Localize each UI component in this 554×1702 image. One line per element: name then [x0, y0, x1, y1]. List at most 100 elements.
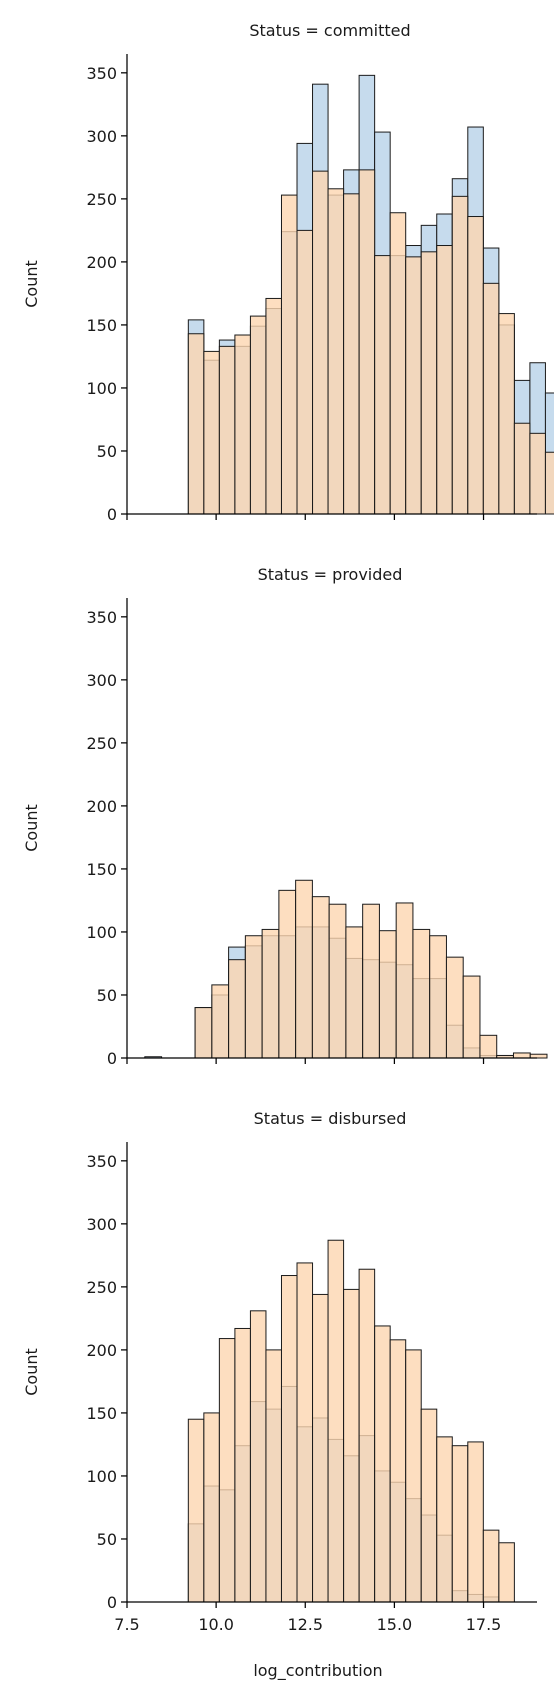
x-tick-label: 10.0 [198, 1615, 234, 1634]
y-tick-label: 100 [86, 923, 117, 942]
y-tick-label: 0 [107, 1593, 117, 1612]
histogram-bar-orange [296, 229, 314, 515]
histogram-bar-orange [187, 1418, 205, 1603]
histogram-bar-orange [445, 956, 464, 1059]
histogram-bar-orange [280, 194, 298, 515]
y-tick-label: 0 [107, 505, 117, 524]
histogram-bar-orange [295, 879, 313, 1059]
histogram-bar-orange [312, 170, 329, 515]
panels-layer: Status = committed 0 50 100 150 200 250 300 350 C… [22, 21, 554, 1634]
y-tick-label: 50 [97, 1530, 117, 1549]
histogram-bar-orange [467, 1441, 484, 1603]
histogram-bar-orange [395, 902, 414, 1059]
histogram-bar-orange [261, 928, 280, 1059]
panel-title: Status = disbursed [254, 1109, 407, 1128]
panel-title: Status = committed [249, 21, 410, 40]
histogram-bar-orange [345, 926, 364, 1059]
y-tick-label: 300 [86, 127, 117, 146]
histogram-bar-orange [512, 1052, 531, 1059]
histogram-bar-orange [498, 313, 515, 515]
histogram-bar-orange [327, 188, 345, 515]
histogram-bar-orange [412, 928, 431, 1059]
histogram-bar-orange [479, 1034, 498, 1059]
histogram-bar-orange [218, 1338, 236, 1603]
histogram-bar-orange [278, 889, 297, 1059]
y-tick-label: 300 [86, 1215, 117, 1234]
histogram-bar-orange [244, 935, 263, 1059]
histogram-bar-orange [358, 169, 376, 515]
y-axis-label: Count [22, 1348, 41, 1396]
histogram-bar-orange [203, 1412, 220, 1603]
histogram-bar-orange [529, 1053, 548, 1059]
y-tick-label: 100 [86, 1467, 117, 1486]
histogram-bar-orange [249, 1310, 267, 1603]
x-tick-label: 17.5 [466, 1615, 502, 1634]
histogram-bar-orange [265, 297, 282, 515]
histogram-bar-orange [482, 1529, 500, 1603]
histogram-bar-orange [187, 333, 205, 515]
histogram-bar-orange [405, 256, 422, 515]
y-tick-label: 50 [97, 442, 117, 461]
y-tick-label: 200 [86, 797, 117, 816]
histogram-bar-orange [374, 255, 391, 515]
histogram-bar-orange [389, 212, 407, 515]
x-tick-label: 12.5 [287, 1615, 323, 1634]
facet-panel-3: Status = disbursed 0 50 100 150 200 250 300 350 C… [22, 1109, 537, 1634]
histogram-bar-orange [265, 1349, 282, 1603]
histogram-bar-orange [280, 1275, 298, 1603]
y-axis-label: Count [22, 804, 41, 852]
histogram-bar-orange [362, 903, 380, 1059]
histogram-bar-orange [420, 1408, 438, 1603]
x-tick-label: 15.0 [377, 1615, 413, 1634]
histogram-bar-orange [312, 1293, 329, 1603]
histogram-bar-orange [343, 1288, 360, 1603]
histogram-bar-orange [544, 451, 554, 515]
histogram-bar-orange [218, 345, 236, 515]
histogram-bar-orange [228, 959, 246, 1059]
y-tick-label: 50 [97, 986, 117, 1005]
histogram-bar-orange [296, 1262, 314, 1603]
x-tick-label: 7.5 [114, 1615, 139, 1634]
y-tick-label: 350 [86, 1152, 117, 1171]
histogram-bar-orange [327, 1239, 345, 1603]
histogram-bar-orange [451, 195, 469, 515]
histogram-bar-orange [203, 350, 220, 515]
y-tick-label: 300 [86, 671, 117, 690]
y-tick-label: 200 [86, 253, 117, 272]
histogram-bar-orange [529, 432, 546, 515]
histogram-bar-orange [467, 216, 484, 515]
histogram-bar-orange [513, 422, 531, 515]
histogram-bar-orange [358, 1268, 376, 1603]
histogram-bar-orange [234, 334, 251, 515]
histogram-bar-orange [436, 1436, 453, 1603]
histogram-bar-orange [249, 315, 267, 515]
y-tick-label: 150 [86, 1404, 117, 1423]
histogram-bar-orange [451, 1445, 469, 1603]
histogram-bar-orange [389, 1339, 407, 1603]
histogram-bar-orange [343, 193, 360, 515]
histogram-bar-orange [311, 896, 330, 1059]
y-tick-label: 250 [86, 190, 117, 209]
histogram-bar-orange [420, 251, 438, 515]
y-tick-label: 200 [86, 1341, 117, 1360]
y-tick-label: 150 [86, 316, 117, 335]
y-tick-label: 250 [86, 1278, 117, 1297]
y-tick-label: 100 [86, 379, 117, 398]
histogram-bar-orange [374, 1325, 391, 1603]
histogram-bar-orange [405, 1349, 422, 1603]
histogram-bar-orange [328, 903, 347, 1059]
histogram-bar-orange [211, 984, 230, 1059]
facet-panel-1: Status = committed 0 50 100 150 200 250 300 350 C… [22, 21, 554, 524]
panel-title: Status = provided [258, 565, 403, 584]
histogram-bar-orange [194, 1007, 213, 1059]
histogram-bar-orange [234, 1327, 251, 1603]
histogram-bar-orange [498, 1542, 515, 1603]
histogram-bar-orange [429, 935, 447, 1059]
facet-panel-2: Status = provided 0 50 100 150 200 250 300 350 Co… [22, 565, 548, 1068]
histogram-bar-orange [378, 930, 397, 1059]
y-tick-label: 250 [86, 734, 117, 753]
y-axis-label: Count [22, 260, 41, 308]
y-tick-label: 150 [86, 860, 117, 879]
y-tick-label: 350 [86, 64, 117, 83]
